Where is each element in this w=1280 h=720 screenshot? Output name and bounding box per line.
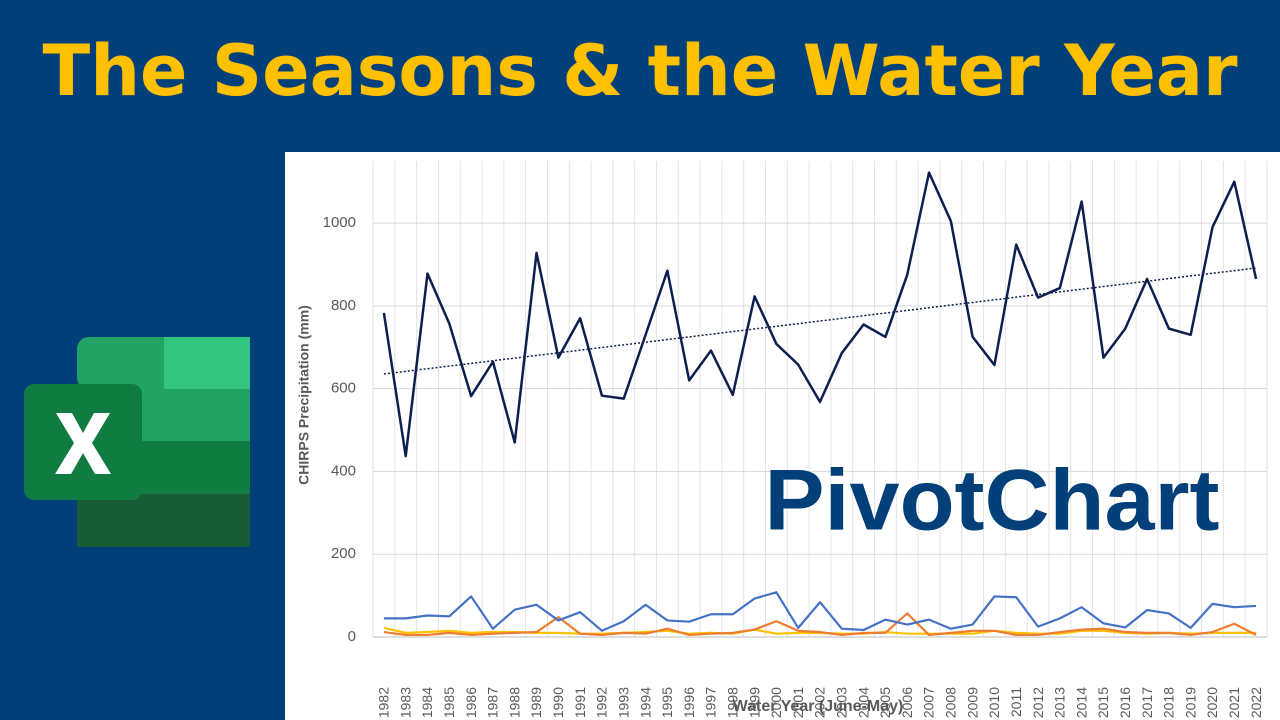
y-tick-label: 400 — [331, 462, 356, 479]
trendline — [383, 267, 1257, 375]
x-tick-label: 1998 — [724, 687, 740, 718]
x-tick-label: 1990 — [550, 687, 566, 718]
y-tick-label: 1000 — [323, 214, 356, 231]
x-tick-label: 2022 — [1248, 687, 1264, 718]
x-tick-label: 1994 — [637, 687, 653, 718]
y-axis-label: CHIRPS Precipitation (mm) — [296, 305, 312, 485]
x-tick-label: 1999 — [746, 687, 762, 718]
y-tick-label: 800 — [331, 297, 356, 314]
x-tick-label: 1992 — [594, 687, 610, 718]
x-tick-label: 2001 — [790, 687, 806, 718]
x-tick-label: 2007 — [921, 687, 937, 718]
series-line — [382, 171, 1258, 458]
x-tick-label: 2005 — [877, 687, 893, 718]
x-tick-label: 1996 — [681, 687, 697, 718]
x-tick-label: 2008 — [943, 687, 959, 718]
title: The Seasons & the Water Year — [43, 30, 1238, 112]
y-tick-label: 200 — [331, 545, 356, 562]
x-tick-label: 2011 — [1008, 687, 1024, 717]
x-tick-label: 1988 — [506, 687, 522, 718]
x-tick-label: 2002 — [812, 687, 828, 718]
x-tick-label: 1983 — [397, 687, 413, 718]
x-tick-label: 2021 — [1226, 687, 1242, 718]
x-tick-label: 2020 — [1204, 687, 1220, 718]
x-tick-label: 2012 — [1030, 687, 1046, 718]
x-tick-label: 1987 — [485, 687, 501, 718]
x-tick-label: 2010 — [986, 687, 1002, 718]
x-tick-label: 2009 — [964, 687, 980, 718]
x-tick-label: 2017 — [1139, 687, 1155, 718]
y-tick-label: 600 — [331, 380, 356, 397]
x-tick-label: 1986 — [463, 687, 479, 718]
x-tick-label: 2018 — [1161, 687, 1177, 718]
x-axis-label: Water Year (June-May) — [733, 698, 904, 715]
x-tick-label: 1995 — [659, 687, 675, 718]
y-tick-label: 0 — [348, 628, 356, 645]
excel-logo — [24, 337, 250, 547]
x-tick-label: 1982 — [376, 687, 392, 718]
x-tick-label: 1991 — [572, 687, 588, 718]
series-line — [383, 591, 1257, 632]
x-tick-label: 2004 — [855, 687, 871, 718]
x-tick-label: 1989 — [528, 687, 544, 718]
x-tick-label: 2000 — [768, 687, 784, 718]
x-tick-label: 2016 — [1117, 687, 1133, 718]
plot: 0 200 400 600 800 1000 1982 1983 1984 1985 1986 198… — [323, 161, 1268, 718]
x-tick-label: 1985 — [441, 687, 457, 718]
x-tick-label: 2003 — [834, 687, 850, 718]
x-tick-label: 2006 — [899, 687, 915, 718]
pivotchart-label: PivotChart — [765, 453, 1220, 549]
x-tick-label: 1993 — [615, 687, 631, 718]
x-tick-label: 2013 — [1052, 687, 1068, 718]
x-tick-label: 2014 — [1073, 687, 1089, 718]
x-tick-label: 2015 — [1095, 687, 1111, 718]
x-tick-label: 1984 — [419, 687, 435, 718]
series-line — [383, 612, 1257, 637]
x-tick-label: 2019 — [1182, 687, 1198, 718]
x-tick-label: 1997 — [703, 687, 719, 718]
